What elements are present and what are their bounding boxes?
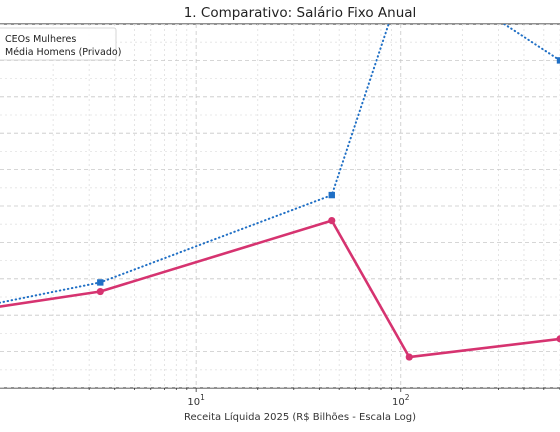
legend: CEOs Mulheres Média Homens (Privado) (0, 27, 121, 61)
x-tick-label: 101 (187, 393, 205, 408)
data-point-circle (96, 287, 104, 296)
legend-box (0, 27, 117, 61)
data-point-square (97, 279, 104, 286)
x-axis-label: Receita Líquida 2025 (R$ Bilhões - Escal… (184, 411, 416, 423)
legend-entry-ceos-mulheres: CEOs Mulheres (5, 34, 76, 45)
data-point-circle (556, 335, 560, 343)
chart-title: 1. Comparativo: Salário Fixo Anual (184, 5, 417, 21)
grid (0, 24, 560, 388)
data-point-circle (328, 216, 336, 225)
data-point-square (556, 57, 560, 64)
legend-entry-media-homens: Média Homens (Privado) (5, 47, 121, 58)
x-tick-label: 102 (392, 393, 410, 408)
x-axis: 101 102 (52, 388, 560, 408)
series-line-1 (0, 24, 560, 304)
data-point-circle (405, 353, 413, 361)
series-layer (0, 24, 560, 361)
data-point-square (328, 191, 335, 199)
